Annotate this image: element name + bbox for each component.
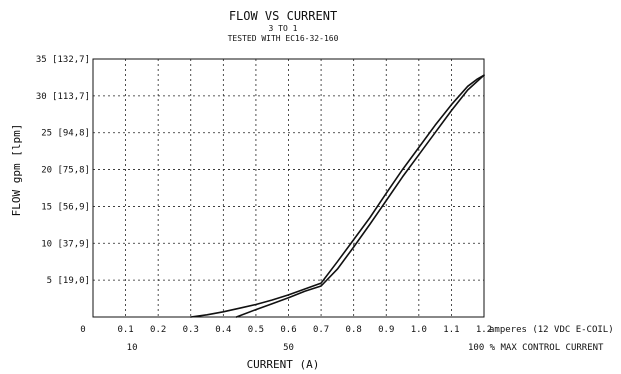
x-tick-label-0: 0 (80, 325, 85, 335)
y-tick-label-4: 25 [94,8] (41, 129, 90, 139)
x-unit-note: amperes (12 VDC E-COIL) (489, 325, 614, 335)
y-tick-label-1: 10 [37,9] (41, 239, 90, 249)
x-tick-label-5: 0.5 (248, 325, 264, 335)
y-tick-labels: 5 [19,0] 10 [37,9] 15 [56,9] 20 [75,8] 25 [9… (36, 55, 90, 286)
x-tick-label-10: 1.0 (411, 325, 427, 335)
y-tick-label-2: 15 [56,9] (41, 202, 90, 212)
x-tick-label-2: 0.2 (150, 325, 166, 335)
chart-subtitle-tested: TESTED WITH EC16-32-160 (228, 34, 339, 43)
x-tick-label-1: 0.1 (117, 325, 133, 335)
x2-tick-labels: 10 50 (127, 343, 294, 353)
x-tick-labels: 0 0.1 0.2 0.3 0.4 0.5 0.6 0.7 0.8 0.9 1.0 1.1 1.2 (80, 325, 492, 335)
x2-unit-note: 100 % MAX CONTROL CURRENT (468, 343, 604, 353)
x-tick-label-12: 1.2 (476, 325, 492, 335)
x-tick-label-11: 1.1 (443, 325, 459, 335)
chart-subtitle-ratio: 3 TO 1 (269, 24, 298, 33)
x-tick-label-8: 0.8 (346, 325, 362, 335)
y-tick-label-0: 5 [19,0] (47, 276, 90, 286)
y-axis-label: FLOW gpm [lpm] (10, 124, 23, 217)
x-tick-label-9: 0.9 (378, 325, 394, 335)
chart-title: FLOW VS CURRENT (229, 9, 337, 23)
y-tick-label-6: 35 [132,7] (36, 55, 90, 65)
x-tick-label-4: 0.4 (215, 325, 231, 335)
plot-frame (92, 58, 485, 318)
x-tick-label-3: 0.3 (183, 325, 199, 335)
flow-curve-1 (235, 74, 485, 318)
y-tick-label-5: 30 [113,7] (36, 92, 90, 102)
grid-lines (93, 59, 484, 317)
x2-tick-label-0: 10 (127, 343, 138, 353)
flow-curves (190, 74, 485, 318)
x-tick-label-6: 0.6 (280, 325, 296, 335)
x-axis-label: CURRENT (A) (247, 358, 320, 371)
x-tick-label-7: 0.7 (313, 325, 329, 335)
y-tick-label-3: 20 [75,8] (41, 166, 90, 176)
flow-curve-0 (190, 74, 485, 318)
x2-tick-label-1: 50 (283, 343, 294, 353)
